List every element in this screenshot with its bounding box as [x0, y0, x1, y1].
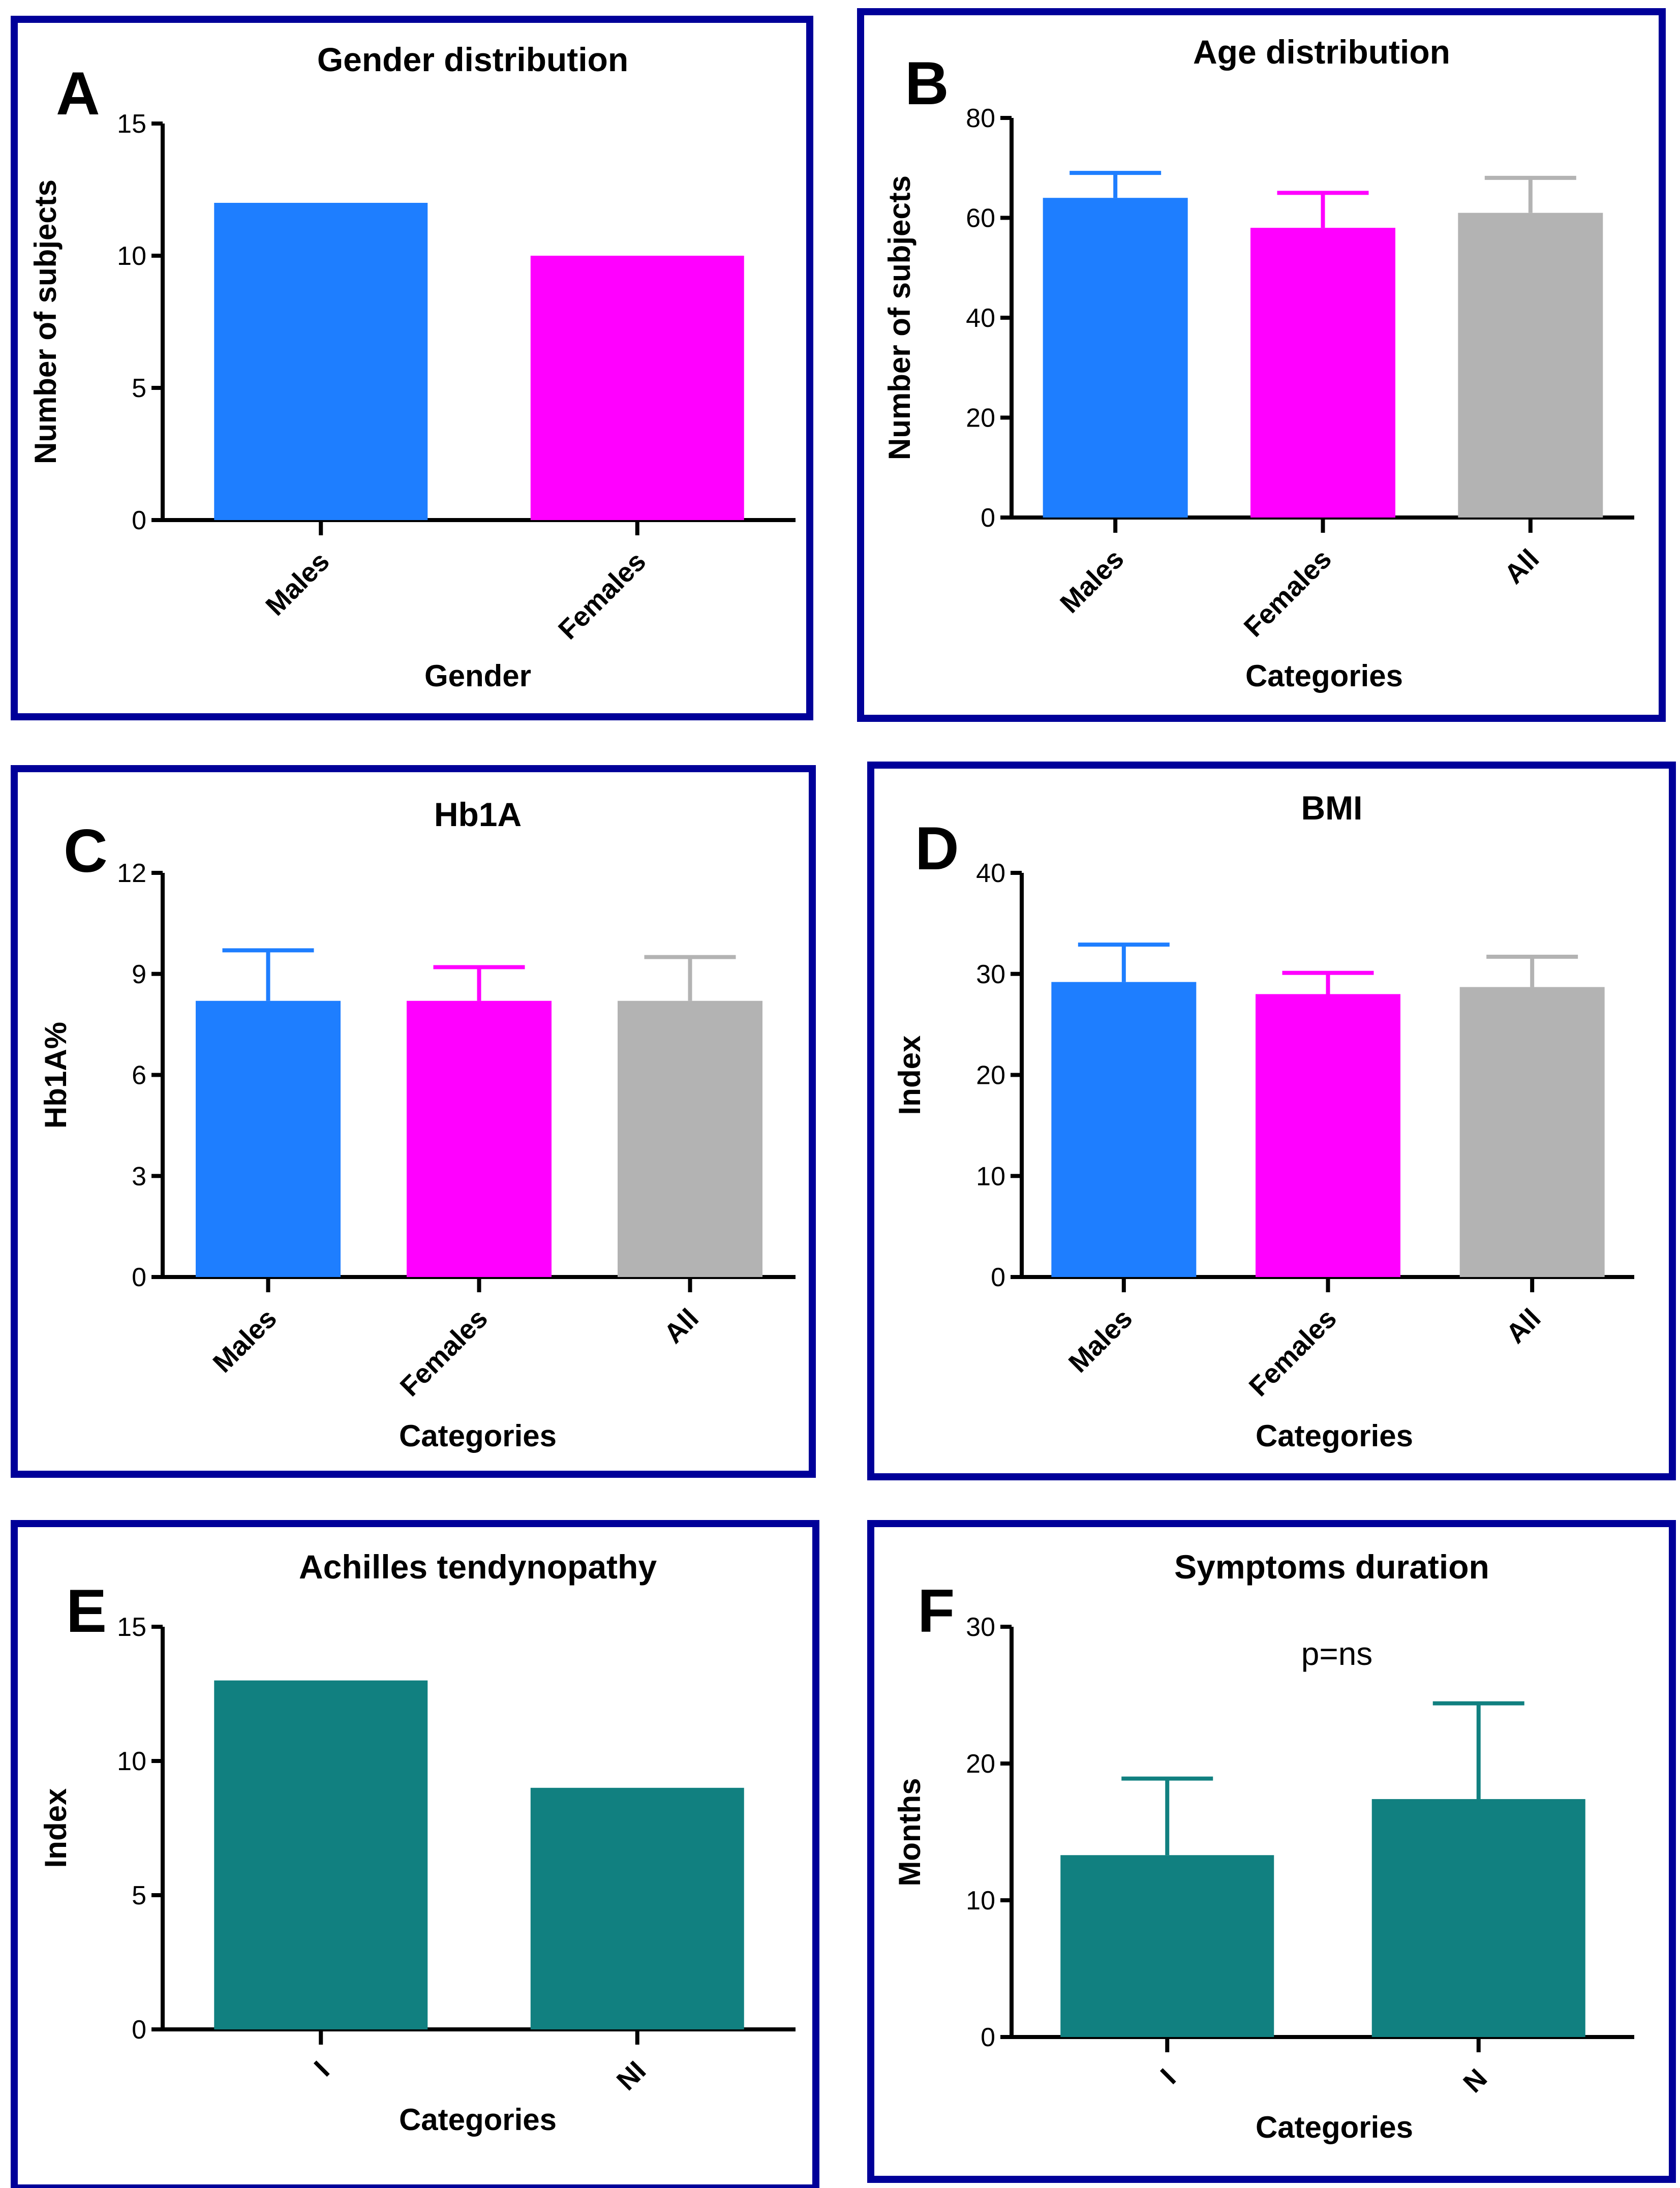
panel-frame	[867, 1520, 1676, 2183]
chart-title: Symptoms duration	[1174, 1548, 1489, 1586]
bar-males	[214, 203, 428, 520]
panel-frame	[857, 8, 1666, 722]
x-tick-label: Females	[553, 546, 652, 645]
bar-males	[1043, 198, 1188, 518]
chart-title: Hb1A	[434, 796, 522, 833]
x-tick-label: I	[309, 2055, 335, 2082]
x-tick-label: Females	[1243, 1303, 1342, 1402]
y-axis-label: Months	[893, 1778, 927, 1886]
y-tick-label: 10	[117, 241, 146, 271]
y-axis-label: Number of subjects	[882, 175, 917, 460]
panel-letter: A	[56, 59, 100, 128]
panel-letter: C	[64, 817, 108, 885]
y-tick-label: 5	[132, 1881, 146, 1910]
bar-females	[407, 1000, 552, 1277]
bar-females	[1250, 228, 1395, 518]
bar-ni	[530, 1787, 744, 2029]
x-tick-label: Females	[394, 1303, 494, 1402]
y-tick-label: 0	[132, 1263, 146, 1292]
y-tick-label: 15	[117, 109, 146, 139]
panel-frame	[11, 1520, 819, 2188]
panel-letter: F	[918, 1577, 955, 1645]
y-axis-label: Hb1A%	[39, 1022, 73, 1129]
bar-females	[1256, 994, 1400, 1277]
y-axis-label: Number of subjects	[28, 179, 63, 464]
x-axis-label: Categories	[1256, 1419, 1413, 1453]
panel-letter: B	[905, 49, 949, 117]
panel-letter: E	[66, 1577, 107, 1645]
y-tick-label: 12	[117, 859, 146, 888]
x-tick-label: I	[1155, 2063, 1182, 2090]
y-tick-label: 5	[132, 374, 146, 403]
panel-c: C Hb1A 0 3 6 9 12 Males Females All Categories Hb1A…	[11, 765, 816, 1478]
bar-all	[1458, 212, 1603, 518]
panel-frame	[11, 765, 816, 1478]
y-tick-label: 30	[966, 1613, 995, 1642]
x-axis-label: Categories	[1256, 2110, 1413, 2144]
y-tick-label: 0	[981, 2023, 995, 2052]
x-axis-label: Categories	[399, 1419, 557, 1453]
y-tick-label: 15	[117, 1613, 146, 1642]
chart-title: BMI	[1301, 789, 1363, 827]
bar-males	[1051, 982, 1197, 1277]
panel-e: E Achilles tendynopathy 0 5 10 15 I NI Categorie…	[11, 1520, 819, 2188]
y-tick-label: 30	[976, 960, 1005, 989]
x-tick-label: Males	[1063, 1303, 1139, 1379]
x-tick-label: All	[658, 1303, 705, 1349]
y-tick-label: 0	[991, 1263, 1005, 1292]
y-tick-label: 10	[117, 1747, 146, 1776]
x-tick-label: Males	[260, 546, 335, 622]
panel-letter: D	[915, 814, 959, 883]
chart-title: Age distribution	[1193, 33, 1450, 71]
panel-frame	[11, 16, 813, 720]
bar-i	[214, 1680, 428, 2029]
y-tick-label: 10	[966, 1886, 995, 1916]
y-tick-label: 40	[976, 859, 1005, 888]
panel-a: A Gender distribution 0 5 10 15 Males Females Ge…	[11, 16, 813, 720]
y-tick-label: 9	[132, 960, 146, 989]
x-tick-label: All	[1500, 1303, 1546, 1349]
x-axis-label: Gender	[424, 659, 531, 693]
bar-all	[618, 1000, 762, 1277]
bar-males	[196, 1000, 341, 1277]
y-tick-label: 6	[132, 1061, 146, 1090]
panel-frame	[867, 762, 1676, 1480]
x-tick-label: All	[1499, 543, 1545, 590]
chart-title: Gender distribution	[317, 41, 628, 78]
x-tick-label: Females	[1238, 543, 1337, 643]
y-axis-label: Index	[39, 1788, 73, 1868]
x-axis-label: Categories	[399, 2103, 557, 2137]
y-tick-label: 10	[976, 1162, 1005, 1191]
x-axis-label: Categories	[1245, 659, 1403, 693]
x-tick-label: NI	[611, 2055, 652, 2096]
y-tick-label: 80	[966, 104, 995, 133]
bar-all	[1459, 987, 1605, 1277]
panel-f: F Symptoms duration 0 10 20 30 I N Categories Mon…	[867, 1520, 1676, 2183]
panel-d: D BMI 0 10 20 30 40 Males Females All Categories In…	[867, 762, 1676, 1480]
bar-n	[1371, 1799, 1585, 2037]
y-axis-label: Index	[893, 1036, 927, 1115]
panel-b: B Age distribution 0 20 40 60 80 Males Females Al…	[857, 8, 1666, 722]
x-tick-label: Males	[207, 1303, 283, 1379]
bar-females	[530, 256, 744, 520]
y-tick-label: 40	[966, 303, 995, 333]
significance-annotation: p=ns	[1301, 1635, 1373, 1672]
chart-title: Achilles tendynopathy	[299, 1548, 657, 1586]
y-tick-label: 60	[966, 204, 995, 233]
x-tick-label: N	[1457, 2063, 1493, 2099]
bar-i	[1060, 1855, 1274, 2037]
y-tick-label: 20	[976, 1061, 1005, 1090]
y-tick-label: 0	[981, 503, 995, 533]
y-tick-label: 0	[132, 506, 146, 535]
y-tick-label: 3	[132, 1162, 146, 1191]
x-tick-label: Males	[1054, 543, 1130, 619]
y-tick-label: 20	[966, 1749, 995, 1779]
y-tick-label: 20	[966, 404, 995, 433]
y-tick-label: 0	[132, 2015, 146, 2045]
